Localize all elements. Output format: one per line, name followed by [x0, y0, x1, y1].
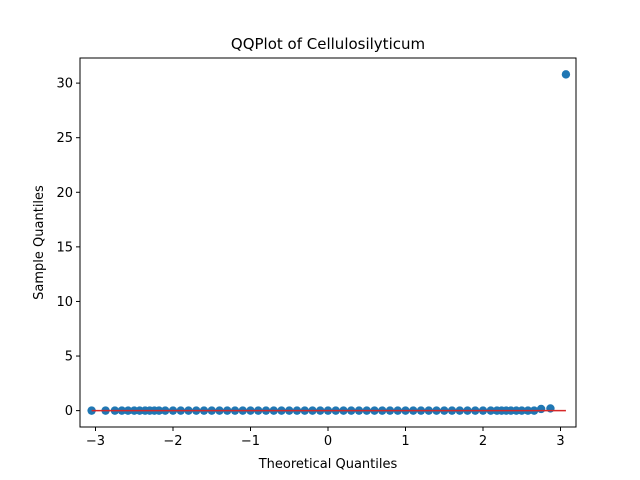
x-axis: −3 −2 −1 0 1 2 3	[86, 427, 565, 449]
plot-area	[87, 70, 571, 415]
chart-title: QQPlot of Cellulosilyticum	[231, 35, 425, 53]
x-tick-label: −3	[86, 434, 105, 449]
x-tick-label: −2	[163, 434, 182, 449]
x-tick-label: −1	[241, 434, 260, 449]
x-tick-label: 1	[401, 434, 409, 449]
data-point	[561, 70, 571, 79]
y-axis: 0 5 10 15 20 25 30	[56, 77, 80, 419]
x-tick-label: 0	[324, 434, 332, 449]
y-tick-label: 20	[56, 186, 73, 201]
y-tick-label: 15	[56, 240, 73, 255]
y-tick-label: 0	[65, 404, 73, 419]
x-axis-label: Theoretical Quantiles	[258, 457, 398, 472]
y-tick-label: 30	[56, 77, 73, 92]
data-point	[536, 404, 546, 414]
axes-frame	[79, 57, 577, 428]
x-tick-label: 2	[479, 434, 487, 449]
y-axis-label: Sample Quantiles	[32, 185, 47, 300]
x-tick-label: 3	[556, 434, 564, 449]
y-tick-label: 25	[56, 131, 73, 146]
y-tick-label: 10	[56, 295, 73, 310]
y-tick-label: 5	[65, 350, 73, 365]
